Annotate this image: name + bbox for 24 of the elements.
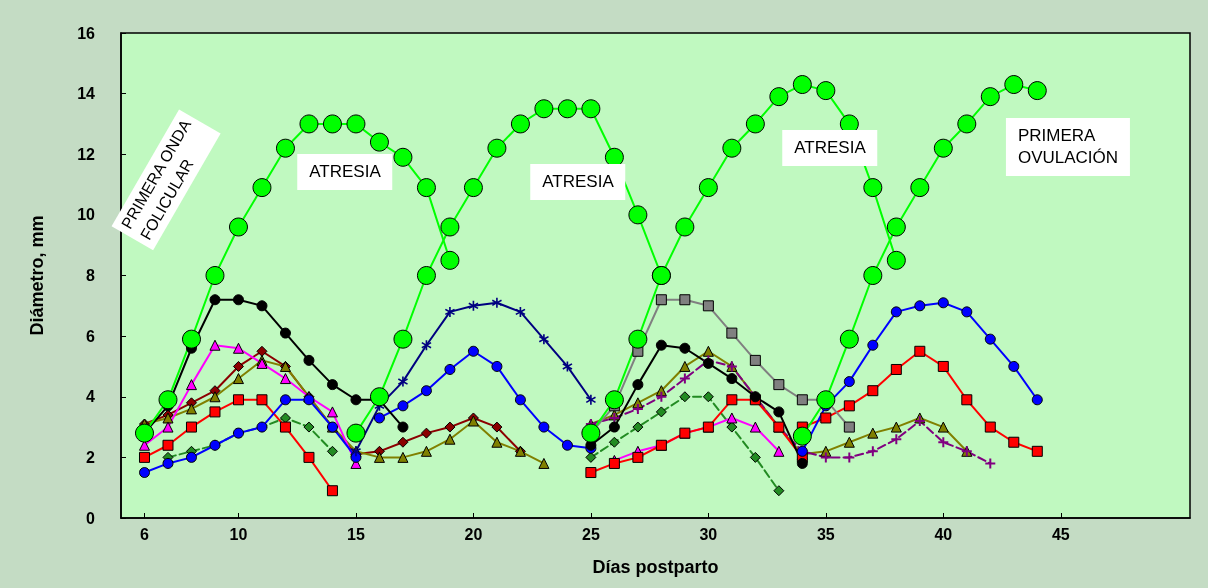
annotation: PRIMERA OVULACIÓN: [1005, 118, 1131, 176]
x-tick-label: 6: [140, 525, 150, 543]
y-tick-label: 0: [86, 509, 96, 527]
x-axis-title: Días postparto: [592, 557, 719, 577]
x-tick-label: 20: [464, 525, 483, 543]
x-tick-label: 35: [816, 525, 835, 543]
y-axis-title: Diámetro, mm: [27, 215, 47, 336]
y-tick-label: 4: [86, 388, 96, 406]
x-tick-label: 25: [581, 525, 600, 543]
y-tick-label: 6: [86, 327, 96, 345]
y-tick-label: 8: [86, 267, 96, 284]
x-tick-label: 15: [347, 525, 365, 543]
y-tick-label: 12: [77, 145, 96, 163]
y-tick-label: 16: [77, 24, 96, 42]
x-tick-label: 10: [229, 525, 248, 543]
annotation: ATRESIA: [530, 164, 626, 200]
y-tick-label: 10: [77, 206, 96, 224]
annotation: ATRESIA: [297, 154, 393, 190]
annotation: ATRESIA: [782, 130, 878, 166]
x-tick-label: 30: [699, 525, 718, 543]
y-tick-label: 14: [77, 85, 96, 103]
y-tick-label: 2: [86, 448, 96, 466]
x-tick-label: 40: [934, 525, 953, 543]
x-tick-label: 45: [1051, 525, 1070, 543]
